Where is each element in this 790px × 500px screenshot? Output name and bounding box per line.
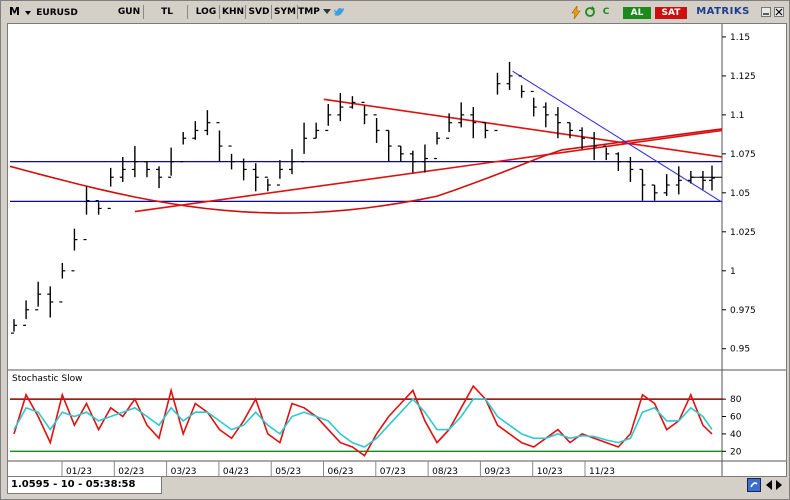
scroll-right-icon[interactable] xyxy=(775,480,783,490)
moving-average-curve xyxy=(9,128,723,214)
status-bar: 1.0595 - 10 - 05:38:58 xyxy=(7,476,785,494)
downtrend-line xyxy=(512,70,723,203)
svd-button[interactable]: SVD xyxy=(247,5,272,19)
log-button[interactable]: LOG xyxy=(193,5,220,19)
close-icon[interactable] xyxy=(774,7,784,17)
chart-toolbar: M EURUSD GUN TL LOG KHN SVD SYM TMP C AL… xyxy=(3,3,787,21)
y-tick-label: 1.125 xyxy=(730,72,756,82)
x-tick-label: 05/23 xyxy=(275,467,301,476)
cursor-readout: 1.0595 - 10 - 05:38:58 xyxy=(7,476,162,494)
tmp-button[interactable]: TMP xyxy=(298,7,320,17)
y-tick-label: 1.05 xyxy=(730,189,750,199)
x-tick-label: 11/23 xyxy=(589,467,615,476)
chart-canvas[interactable]: 1.15 1.125 1.1 1.075 1.05 1.025 1 0.975 0.95 01/2… xyxy=(7,23,787,477)
minimize-icon[interactable] xyxy=(761,7,771,17)
price-chart[interactable]: 1.15 1.125 1.1 1.075 1.05 1.025 1 0.975 0.95 01/2… xyxy=(8,24,786,476)
x-tick-label: 04/23 xyxy=(223,467,249,476)
currency-tl-button[interactable]: TL xyxy=(147,5,188,19)
stoch-y-tick-label: 60 xyxy=(730,413,742,423)
buy-al-button[interactable]: AL xyxy=(623,7,651,19)
x-tick-label: 07/23 xyxy=(380,467,406,476)
period-gun-button[interactable]: GUN xyxy=(115,5,144,19)
x-tick-label: 03/23 xyxy=(171,467,197,476)
y-tick-label: 0.95 xyxy=(730,345,750,355)
refresh-icon[interactable] xyxy=(584,6,596,18)
khn-button[interactable]: KHN xyxy=(221,5,246,19)
y-tick-label: 1.1 xyxy=(730,111,744,121)
c-button[interactable]: C xyxy=(602,7,610,17)
stochastic-line-k xyxy=(13,384,713,457)
symbol-name: EURUSD xyxy=(36,8,78,18)
x-tick-label: 10/23 xyxy=(537,467,563,476)
scroll-left-icon[interactable] xyxy=(765,480,773,490)
y-tick-label: 1.025 xyxy=(730,228,756,238)
lightning-icon[interactable] xyxy=(571,6,581,19)
symbol-prefix: M xyxy=(9,5,20,18)
stoch-y-tick-label: 20 xyxy=(730,447,742,457)
x-tick-label: 01/23 xyxy=(66,467,92,476)
settings-icon[interactable] xyxy=(747,478,761,492)
sym-button[interactable]: SYM xyxy=(273,5,298,19)
sell-sat-button[interactable]: SAT xyxy=(655,7,687,19)
symbol-selector[interactable]: M EURUSD xyxy=(9,5,78,19)
y-tick-label: 1.15 xyxy=(730,33,750,43)
twitter-icon[interactable] xyxy=(333,7,345,18)
falling-trendline xyxy=(323,98,723,158)
dropdown-icon xyxy=(25,10,32,15)
x-tick-label: 09/23 xyxy=(484,467,510,476)
matriks-brand: MATRIKS xyxy=(696,6,750,17)
x-tick-label: 08/23 xyxy=(432,467,458,476)
x-tick-label: 06/23 xyxy=(328,467,354,476)
y-tick-label: 0.975 xyxy=(730,306,756,316)
x-tick-label: 02/23 xyxy=(118,467,144,476)
dropdown-arrow-icon[interactable] xyxy=(323,9,331,15)
stochastic-title: Stochastic Slow xyxy=(12,374,83,384)
stoch-y-tick-label: 80 xyxy=(730,395,742,405)
y-tick-label: 1.075 xyxy=(730,150,756,160)
rising-trendline xyxy=(134,129,723,213)
y-tick-label: 1 xyxy=(730,267,736,277)
stoch-y-tick-label: 40 xyxy=(730,430,742,440)
stochastic-line-d xyxy=(13,397,713,448)
